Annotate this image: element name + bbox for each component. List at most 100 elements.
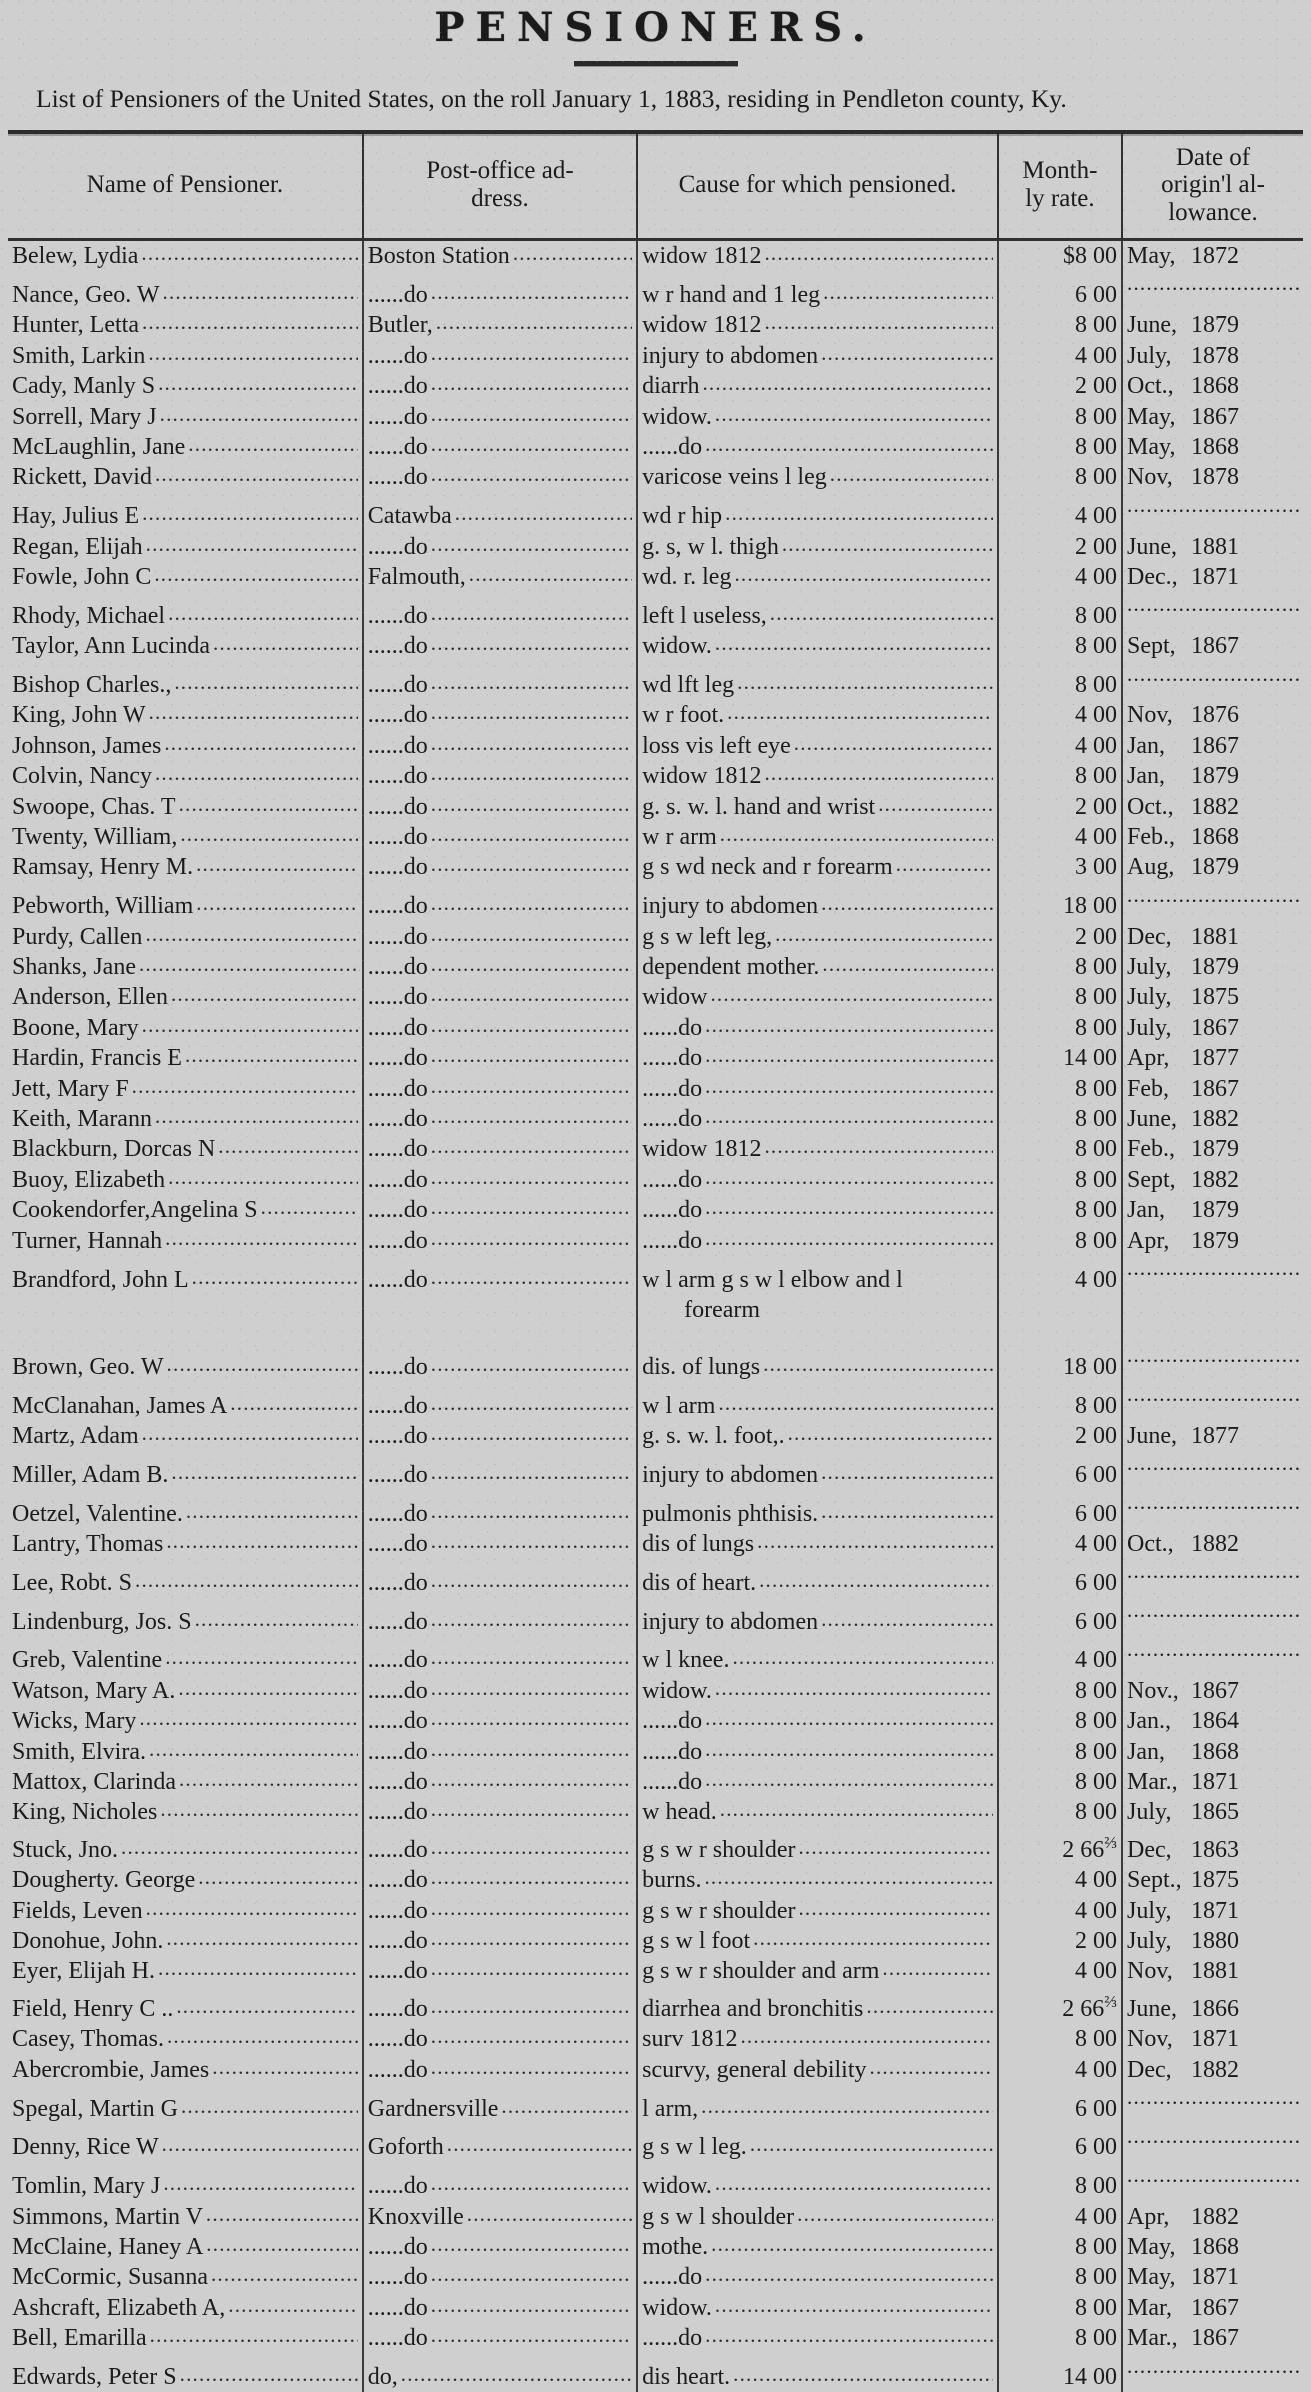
cell-cause: widow <box>637 982 999 1013</box>
table-row: Hardin, Francis E......do......do14 00Ap… <box>8 1043 1303 1074</box>
table-row: Buoy, Elizabeth......do......do8 00Sept,… <box>8 1164 1303 1196</box>
table-row: Blackburn, Dorcas N......dowidow 18128 0… <box>8 1134 1303 1165</box>
cell-cause: ......do <box>637 1195 999 1226</box>
cell-name: Field, Henry C .. <box>8 1986 364 2025</box>
cell-post-office: ......do <box>362 1451 639 1491</box>
cell-name: McCormic, Susanna <box>8 2262 364 2293</box>
cell-date-of-allowance <box>1122 1490 1303 1529</box>
cell-cause: dependent mother. <box>637 952 999 983</box>
cell-monthly-rate: 8 00 <box>997 462 1124 493</box>
cell-monthly-rate: 6 00 <box>997 1559 1124 1599</box>
cell-date-of-allowance: Jan, 1868 <box>1127 1738 1240 1765</box>
cell-post-office: ......do <box>362 2262 639 2293</box>
cell-cause: widow. <box>637 1675 999 1707</box>
cell-post-office: Gardnersville <box>362 2085 639 2124</box>
cell-monthly-rate: 8 00 <box>997 1736 1124 1768</box>
spacer-cell <box>997 1325 1124 1344</box>
cell-date-of-allowance: Apr, 1877 <box>1127 1045 1240 1072</box>
cell-name: Bell, Emarilla <box>8 2323 364 2354</box>
cell-monthly-rate: $8 00 <box>997 239 1124 272</box>
cell-monthly-rate: 8 00 <box>997 431 1124 463</box>
cell-cause: ......do <box>637 1767 999 1798</box>
table-row: Anderson, Ellen......dowidow8 00July,187… <box>8 982 1303 1013</box>
table-row: Hunter, LettaButler,widow 18128 00June,1… <box>8 310 1303 341</box>
cell-cause: widow. <box>637 2162 999 2202</box>
cell-date-of-allowance <box>1122 662 1303 701</box>
cell-name: Wicks, Mary <box>8 1706 364 1737</box>
cell-name: Mattox, Clarinda <box>8 1767 364 1798</box>
table-row: Abercrombie, James......doscurvy, genera… <box>8 2054 1303 2086</box>
column-header-post-office: Post-office ad-dress. <box>362 133 639 242</box>
cell-post-office: Butler, <box>362 310 639 341</box>
cell-date-of-allowance: Jan., 1864 <box>1127 1708 1240 1735</box>
table-row: Taylor, Ann Lucinda......dowidow.8 00Sep… <box>8 631 1303 662</box>
cell-date-of-allowance <box>1122 1598 1303 1637</box>
table-row: Mattox, Clarinda......do......do8 00Mar.… <box>8 1767 1303 1798</box>
cell-cause: w r hand and 1 leg <box>637 271 999 311</box>
cell-monthly-rate: 8 00 <box>997 761 1124 792</box>
cell-name: Denny, Rice W <box>8 2123 364 2163</box>
cell-post-office: ......do <box>362 531 639 562</box>
table-row: Hay, Julius ECatawbawd r hip4 00 <box>8 492 1303 532</box>
cell-monthly-rate: 6 00 <box>997 1451 1124 1491</box>
cell-date-of-allowance: June, 1879 <box>1127 312 1240 339</box>
cell-name: Pebworth, William <box>8 882 364 922</box>
cell-cause: ......do <box>637 1043 999 1074</box>
cell-post-office: ......do <box>362 1637 639 1676</box>
cell-monthly-rate: 2 00 <box>997 921 1124 953</box>
cell-name: Eyer, Elijah H. <box>8 1956 364 1987</box>
table-row: Fowle, John CFalmouth,wd. r. leg4 00Dec.… <box>8 561 1303 593</box>
cell-name: Jett, Mary F <box>8 1073 364 1105</box>
cell-cause: ......do <box>637 1706 999 1737</box>
cell-cause: diarrh <box>637 371 999 402</box>
cell-monthly-rate: 2 00 <box>997 531 1124 562</box>
cell-post-office: ......do <box>362 401 639 432</box>
cell-date-of-allowance: July, 1878 <box>1127 342 1240 369</box>
table-row: Lindenburg, Jos. S......doinjury to abdo… <box>8 1598 1303 1638</box>
cell-monthly-rate: 8 00 <box>997 952 1124 983</box>
cell-date-of-allowance: Feb., 1868 <box>1127 824 1240 851</box>
table-row: King, Nicholes......dow head.8 00July,18… <box>8 1797 1303 1828</box>
cell-name: Stuck, Jno. <box>8 1827 364 1866</box>
cell-monthly-rate: 6 00 <box>997 2123 1124 2163</box>
cell-name: Ashcraft, Elizabeth A, <box>8 2292 364 2324</box>
cell-date-of-allowance: May, 1872 <box>1127 243 1240 270</box>
cell-name: Smith, Elvira. <box>8 1736 364 1768</box>
cell-monthly-rate: 6 00 <box>997 1598 1124 1638</box>
cell-monthly-rate: 8 00 <box>997 982 1124 1013</box>
cell-name: Keith, Marann <box>8 1104 364 1135</box>
cell-post-office: ......do <box>362 882 639 922</box>
cell-post-office: do, <box>362 2353 639 2392</box>
cell-date-of-allowance: July, 1867 <box>1127 1014 1240 1041</box>
cell-post-office: ......do <box>362 371 639 402</box>
cell-date-of-allowance: Feb, 1867 <box>1127 1075 1240 1102</box>
cell-name: Ramsay, Henry M. <box>8 852 364 883</box>
cell-name: McClaine, Haney A <box>8 2231 364 2263</box>
cell-name: Abercrombie, James <box>8 2054 364 2086</box>
table-row: Donohue, John.......dog s w l foot2 00Ju… <box>8 1926 1303 1957</box>
cell-post-office: ......do <box>362 1382 639 1421</box>
cell-monthly-rate: 6 00 <box>997 271 1124 311</box>
cell-monthly-rate: 8 00 <box>997 1225 1124 1257</box>
cell-post-office <box>362 1294 639 1326</box>
cell-cause: w r foot. <box>637 700 999 731</box>
table-row: Smith, Larkin......doinjury to abdomen4 … <box>8 340 1303 372</box>
cell-monthly-rate: 8 00 <box>997 661 1124 701</box>
table-row: Twenty, William,......dow r arm4 00Feb.,… <box>8 822 1303 853</box>
table-row: Greb, Valentine......dow l knee.4 00 <box>8 1637 1303 1676</box>
cell-date-of-allowance <box>1122 2085 1303 2124</box>
cell-post-office: ......do <box>362 431 639 463</box>
cell-post-office: Falmouth, <box>362 561 639 593</box>
spacer-cell <box>637 1325 999 1344</box>
table-body: Belew, LydiaBoston Stationwidow 1812$8 0… <box>8 239 1303 2392</box>
page-title: PENSIONERS. <box>434 4 877 51</box>
cell-cause: g s w r shoulder and arm <box>637 1956 999 1987</box>
cell-monthly-rate: 8 00 <box>997 310 1124 341</box>
cell-monthly-rate: 2 00 <box>997 1926 1124 1957</box>
cell-post-office: ......do <box>362 592 639 632</box>
cell-cause: injury to abdomen <box>637 882 999 922</box>
cell-monthly-rate: 8 00 <box>997 1012 1124 1044</box>
table-row: Simmons, Martin VKnoxvilleg s w l should… <box>8 2201 1303 2232</box>
cell-post-office: ......do <box>362 1926 639 1957</box>
